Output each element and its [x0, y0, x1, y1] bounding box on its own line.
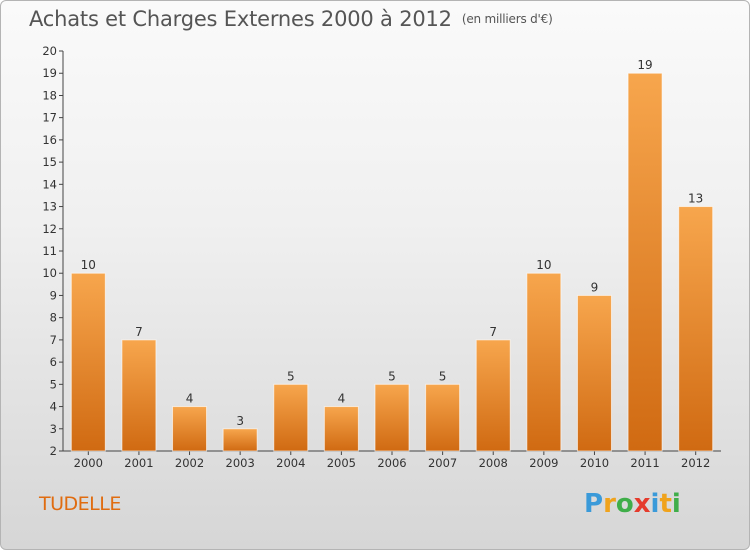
data-label-2009: 10	[536, 258, 551, 272]
bars: 10 7 4 3 5 4 5 5 7 10 9 19 13	[70, 58, 714, 452]
bar-2004	[273, 383, 309, 452]
x-tick-label-2009: 2009	[529, 456, 558, 470]
x-tick-label-2010: 2010	[580, 456, 609, 470]
x-tick-label-2003: 2003	[226, 456, 255, 470]
x-tick-label-2002: 2002	[175, 456, 204, 470]
logo-letter: o	[615, 489, 634, 519]
bar-2012	[678, 206, 714, 452]
bar-2006	[374, 383, 410, 452]
x-tick-label-2000: 2000	[74, 456, 103, 470]
data-label-2000: 10	[81, 258, 96, 272]
x-tick-label-2012: 2012	[681, 456, 710, 470]
y-tick-label: 17	[42, 111, 57, 125]
bar-2005	[323, 406, 359, 452]
data-label-2008: 7	[489, 325, 497, 339]
y-tick-label: 6	[50, 355, 57, 369]
logo-letter: i	[671, 489, 681, 519]
x-tick-label-2007: 2007	[428, 456, 457, 470]
bar-2001	[121, 339, 157, 452]
y-tick-label: 7	[50, 333, 57, 347]
bar-2009	[526, 272, 562, 452]
logo-letter: t	[659, 489, 672, 519]
chart-title: Achats et Charges Externes 2000 à 2012 (e…	[29, 7, 553, 31]
data-label-2006: 5	[388, 369, 396, 383]
title-text: Achats et Charges Externes 2000 à 2012	[29, 7, 452, 31]
y-tick-label: 19	[42, 66, 57, 80]
bar-2011	[627, 72, 663, 452]
data-label-2005: 4	[338, 392, 346, 406]
y-tick-label: 12	[42, 222, 57, 236]
bar-2010	[576, 294, 612, 452]
y-tick-label: 14	[42, 177, 57, 191]
logo-letter: r	[603, 489, 616, 519]
y-tick-label: 20	[42, 44, 57, 58]
bar-2000	[70, 272, 106, 452]
y-tick-label: 8	[50, 311, 57, 325]
data-label-2007: 5	[439, 369, 447, 383]
y-tick-label: 15	[42, 155, 57, 169]
data-label-2003: 3	[236, 414, 244, 428]
proxiti-logo: Proxiti	[584, 489, 681, 519]
x-tick-label-2006: 2006	[377, 456, 406, 470]
bar-2007	[425, 383, 461, 452]
y-tick-label: 4	[50, 400, 57, 414]
y-tick-label: 11	[42, 244, 57, 258]
data-label-2004: 5	[287, 369, 295, 383]
title-unit: (en milliers d'€)	[461, 12, 553, 26]
data-label-2002: 4	[186, 392, 194, 406]
x-tick-label-2011: 2011	[630, 456, 659, 470]
logo-letter: P	[584, 489, 604, 519]
x-tick-label-2005: 2005	[327, 456, 356, 470]
data-label-2001: 7	[135, 325, 143, 339]
logo-letter: i	[650, 489, 660, 519]
data-label-2010: 9	[591, 280, 599, 294]
y-tick-label: 13	[42, 200, 57, 214]
y-tick-label: 5	[50, 377, 57, 391]
bar-2002	[172, 406, 208, 452]
bar-2008	[475, 339, 511, 452]
y-tick-label: 2	[50, 444, 57, 458]
y-tick-label: 9	[50, 288, 57, 302]
y-tick-label: 18	[42, 88, 57, 102]
bar-2003	[222, 428, 258, 452]
data-label-2012: 13	[688, 192, 703, 206]
x-tick-label-2004: 2004	[276, 456, 305, 470]
x-tick-label-2008: 2008	[479, 456, 508, 470]
y-tick-label: 16	[42, 133, 57, 147]
data-label-2011: 19	[637, 58, 652, 72]
place-name: TUDELLE	[39, 493, 121, 515]
axes: 2 3 4 5 6 7 8 9 10 11 12 13 14 15 16 17 18 19 20 2000 2001 20…	[42, 44, 721, 470]
y-tick-label: 10	[42, 266, 57, 280]
logo-letter: x	[633, 489, 651, 519]
x-tick-label-2001: 2001	[124, 456, 153, 470]
y-tick-label: 3	[50, 422, 57, 436]
